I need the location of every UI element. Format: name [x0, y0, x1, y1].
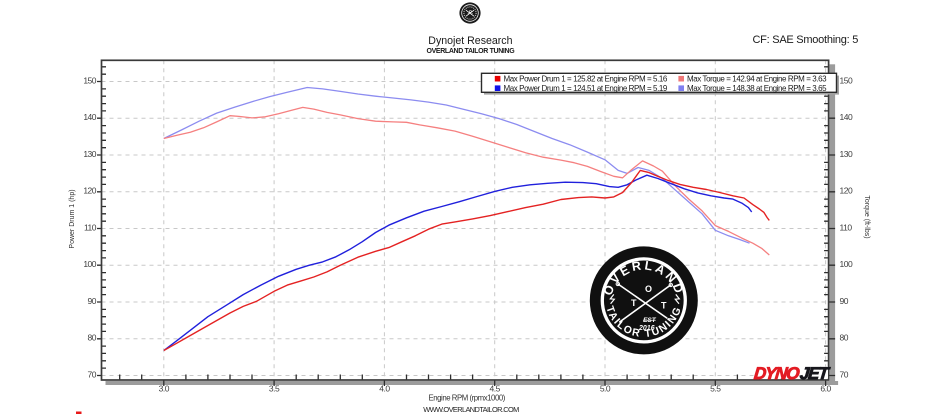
svg-text:Max Power Drum 1 = 124.51 at E: Max Power Drum 1 = 124.51 at Engine RPM … — [504, 84, 668, 93]
svg-text:OVERLAND TAILOR TUNING: OVERLAND TAILOR TUNING — [426, 48, 515, 55]
svg-text:4.0: 4.0 — [379, 384, 390, 394]
svg-text:130: 130 — [83, 149, 96, 159]
svg-text:Max Power Drum 1 = 125.82 at E: Max Power Drum 1 = 125.82 at Engine RPM … — [504, 74, 668, 83]
svg-text:O: O — [645, 284, 652, 294]
svg-text:Dynojet Research: Dynojet Research — [428, 35, 512, 47]
svg-text:70: 70 — [88, 369, 97, 379]
svg-text:140: 140 — [83, 112, 96, 122]
svg-text:100: 100 — [840, 259, 853, 269]
svg-text:5.0: 5.0 — [600, 384, 611, 394]
svg-text:Power Drum 1 (hp): Power Drum 1 (hp) — [69, 189, 76, 248]
svg-text:5.5: 5.5 — [710, 384, 721, 394]
svg-text:100: 100 — [83, 259, 96, 269]
svg-text:CF: SAE Smoothing: 5: CF: SAE Smoothing: 5 — [752, 34, 858, 46]
svg-text:3.5: 3.5 — [269, 384, 280, 394]
svg-text:90: 90 — [88, 296, 97, 306]
svg-text:T: T — [631, 298, 637, 308]
svg-text:150: 150 — [840, 75, 853, 85]
svg-text:WWW.OVERLANDTAILOR.COM: WWW.OVERLANDTAILOR.COM — [423, 405, 519, 414]
svg-text:70: 70 — [840, 369, 849, 379]
svg-text:T: T — [661, 300, 667, 310]
svg-text:130: 130 — [840, 149, 853, 159]
svg-text:120: 120 — [840, 186, 853, 196]
svg-text:110: 110 — [84, 222, 97, 232]
svg-text:4.5: 4.5 — [490, 384, 501, 394]
svg-text:120: 120 — [83, 186, 96, 196]
svg-text:150: 150 — [83, 75, 96, 85]
svg-text:Max Torque = 148.38 at Engine: Max Torque = 148.38 at Engine RPM = 3.65 — [687, 84, 827, 93]
svg-text:140: 140 — [840, 112, 853, 122]
svg-text:Engine RPM (rpmx1000): Engine RPM (rpmx1000) — [429, 394, 506, 403]
svg-text:110: 110 — [840, 222, 853, 232]
svg-text:Torque (ft-lbs): Torque (ft-lbs) — [863, 195, 870, 238]
svg-text:DYNO: DYNO — [753, 364, 800, 383]
svg-text:Max Torque = 142.94 at Engine: Max Torque = 142.94 at Engine RPM = 3.63 — [687, 74, 827, 83]
svg-text:6.0: 6.0 — [820, 384, 831, 394]
svg-text:80: 80 — [840, 333, 849, 343]
svg-text:EST: EST — [643, 317, 657, 324]
svg-text:80: 80 — [88, 333, 97, 343]
svg-text:3.0: 3.0 — [159, 384, 170, 394]
svg-text:2016: 2016 — [638, 325, 655, 332]
svg-text:90: 90 — [840, 296, 849, 306]
svg-text:JET: JET — [799, 364, 831, 383]
